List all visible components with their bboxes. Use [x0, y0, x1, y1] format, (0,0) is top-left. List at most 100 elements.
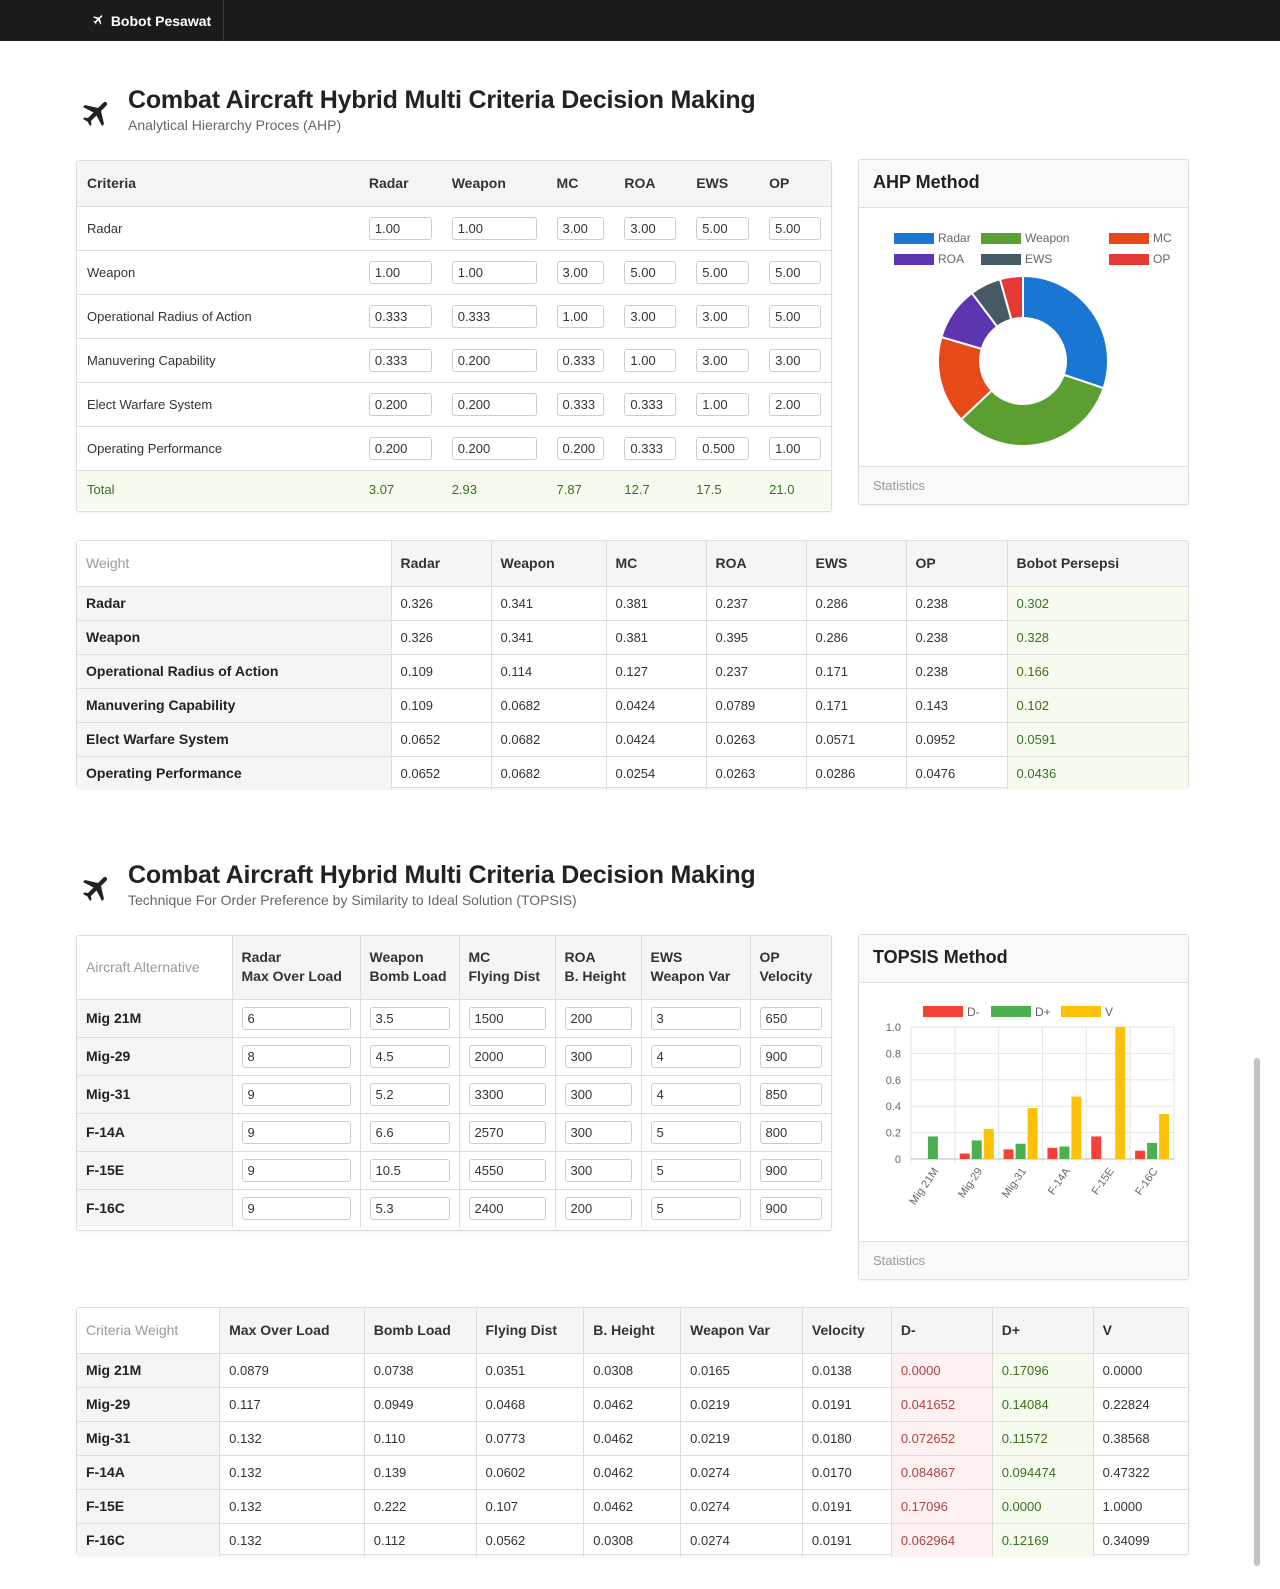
alternative-input[interactable] [369, 1158, 450, 1182]
alternative-input[interactable] [650, 1120, 741, 1144]
alternative-input[interactable] [369, 1196, 450, 1220]
alternative-input[interactable] [564, 1120, 632, 1144]
alternative-input[interactable] [564, 1044, 632, 1068]
pairwise-input[interactable] [451, 260, 537, 284]
pairwise-input[interactable] [368, 260, 432, 284]
alternative-input[interactable] [759, 1196, 822, 1220]
total-label: Total [77, 469, 359, 509]
alternative-input[interactable] [241, 1158, 351, 1182]
pairwise-input[interactable] [556, 348, 605, 372]
alternatives-corner-label: Aircraft Alternative [77, 936, 232, 999]
alternative-input[interactable] [759, 1120, 822, 1144]
pairwise-input[interactable] [368, 216, 432, 240]
weight-cell: 0.127 [605, 653, 706, 688]
pairwise-input[interactable] [556, 304, 605, 328]
brand-link[interactable]: Bobot Pesawat [80, 0, 224, 41]
alternative-input[interactable] [241, 1196, 351, 1220]
alternative-input[interactable] [759, 1006, 822, 1030]
pairwise-input[interactable] [769, 304, 821, 328]
pairwise-input[interactable] [696, 392, 750, 416]
airplane-icon [80, 84, 114, 134]
pairwise-input[interactable] [624, 392, 677, 416]
alternative-input[interactable] [369, 1006, 450, 1030]
alternative-input[interactable] [468, 1120, 546, 1144]
alternatives-header: MC Flying Dist [458, 936, 555, 999]
pairwise-input[interactable] [769, 436, 821, 460]
row-label: Elect Warfare System [77, 381, 359, 426]
alternative-input[interactable] [468, 1158, 546, 1182]
pairwise-input[interactable] [624, 260, 677, 284]
alternative-input[interactable] [369, 1044, 450, 1068]
pairwise-input[interactable] [624, 304, 677, 328]
alternative-input[interactable] [468, 1082, 546, 1106]
pairwise-input[interactable] [769, 348, 821, 372]
bar-dplus [1059, 1146, 1070, 1159]
ahp-section-header: Combat Aircraft Hybrid Multi Criteria De… [80, 84, 756, 134]
alternative-input[interactable] [759, 1082, 822, 1106]
alternative-input[interactable] [650, 1158, 741, 1182]
pairwise-input[interactable] [696, 436, 750, 460]
pairwise-input[interactable] [556, 392, 605, 416]
alternative-input[interactable] [650, 1006, 741, 1030]
criteria-weight-cell: 0.132 [219, 1488, 365, 1523]
weight-cell: 0.143 [905, 687, 1007, 722]
pairwise-input[interactable] [696, 260, 750, 284]
pairwise-input[interactable] [556, 436, 605, 460]
alternative-input[interactable] [468, 1044, 546, 1068]
criteria-weight-cell: 0.139 [363, 1454, 476, 1489]
criteria-weight-cell: 0.0170 [801, 1454, 892, 1489]
pairwise-input[interactable] [368, 348, 432, 372]
alternative-input[interactable] [650, 1196, 741, 1220]
bobot-persepsi-cell: 0.302 [1006, 585, 1188, 620]
pairwise-input[interactable] [451, 392, 537, 416]
alternative-input[interactable] [369, 1120, 450, 1144]
alternative-input[interactable] [650, 1082, 741, 1106]
pairwise-input[interactable] [624, 216, 677, 240]
pairwise-input[interactable] [556, 216, 605, 240]
alternative-input[interactable] [564, 1196, 632, 1220]
pairwise-input[interactable] [451, 216, 537, 240]
pairwise-header-weapon: Weapon [441, 161, 547, 206]
alternative-input[interactable] [241, 1044, 351, 1068]
page-scrollbar[interactable] [1254, 1058, 1260, 1566]
pairwise-input[interactable] [368, 436, 432, 460]
pairwise-input[interactable] [556, 260, 605, 284]
pairwise-input[interactable] [624, 436, 677, 460]
pairwise-input[interactable] [451, 436, 537, 460]
row-label: Mig-31 [77, 1420, 220, 1455]
pairwise-input[interactable] [696, 216, 750, 240]
alternative-input[interactable] [650, 1044, 741, 1068]
total-row: Total 3.07 2.93 7.87 12.7 17.5 21.0 [77, 469, 831, 509]
criteria-weight-cell: 0.0219 [680, 1420, 803, 1455]
alternatives-header: Radar Max Over Load [231, 936, 360, 999]
pairwise-input[interactable] [451, 304, 537, 328]
alternative-input[interactable] [369, 1082, 450, 1106]
alternative-input[interactable] [759, 1044, 822, 1068]
pairwise-input[interactable] [696, 348, 750, 372]
alternative-cell [231, 1188, 360, 1227]
pairwise-input[interactable] [451, 348, 537, 372]
alternative-input[interactable] [564, 1158, 632, 1182]
criteria-weight-header: V [1092, 1308, 1188, 1353]
pairwise-input[interactable] [769, 216, 821, 240]
pairwise-input[interactable] [624, 348, 677, 372]
alternative-input[interactable] [241, 1120, 351, 1144]
alternative-input[interactable] [468, 1006, 546, 1030]
pairwise-input[interactable] [368, 392, 432, 416]
donut-slice-weapon [959, 373, 1105, 447]
v-cell: 0.38568 [1092, 1420, 1188, 1455]
pairwise-input[interactable] [368, 304, 432, 328]
x-tick-label: Mig 21M [907, 1166, 941, 1207]
alternative-input[interactable] [759, 1158, 822, 1182]
alternative-cell [640, 1112, 750, 1151]
alternative-input[interactable] [241, 1082, 351, 1106]
alternative-input[interactable] [241, 1006, 351, 1030]
alternative-input[interactable] [564, 1082, 632, 1106]
pairwise-input[interactable] [696, 304, 750, 328]
alternative-input[interactable] [564, 1006, 632, 1030]
alternative-cell [749, 1036, 831, 1075]
pairwise-input[interactable] [769, 260, 821, 284]
pairwise-input[interactable] [769, 392, 821, 416]
alternative-input[interactable] [468, 1196, 546, 1220]
criteria-weight-cell: 0.0308 [583, 1522, 681, 1557]
